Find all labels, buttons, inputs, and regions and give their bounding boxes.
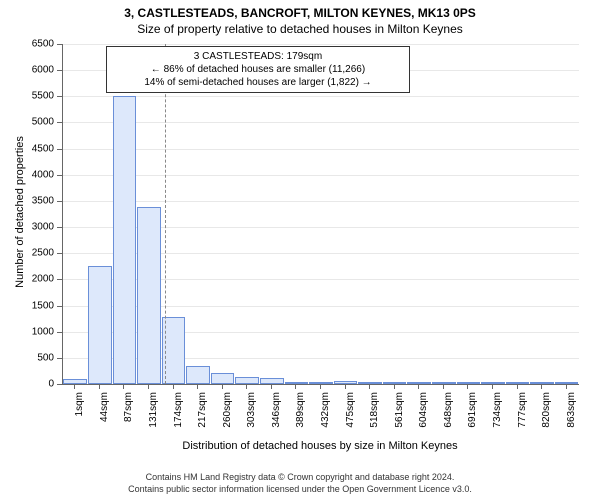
- xtick-label: 217sqm: [197, 392, 208, 440]
- xtick-label: 87sqm: [123, 392, 134, 440]
- histogram-bar: [88, 266, 112, 384]
- histogram-bar: [211, 373, 235, 384]
- xtick-label: 260sqm: [222, 392, 233, 440]
- gridline: [63, 201, 579, 202]
- footer-line1: Contains HM Land Registry data © Crown c…: [0, 472, 600, 484]
- ytick-mark: [57, 70, 62, 71]
- ytick-label: 3000: [0, 222, 54, 233]
- xtick-mark: [394, 384, 395, 389]
- ytick-mark: [57, 44, 62, 45]
- xtick-label: 691sqm: [467, 392, 478, 440]
- footer-line2: Contains public sector information licen…: [0, 484, 600, 496]
- ytick-label: 4000: [0, 169, 54, 180]
- ytick-label: 5500: [0, 91, 54, 102]
- xtick-label: 303sqm: [246, 392, 257, 440]
- xtick-mark: [271, 384, 272, 389]
- ytick-label: 1000: [0, 326, 54, 337]
- xtick-label: 820sqm: [541, 392, 552, 440]
- xtick-mark: [467, 384, 468, 389]
- xtick-mark: [197, 384, 198, 389]
- xtick-mark: [295, 384, 296, 389]
- ytick-mark: [57, 332, 62, 333]
- gridline: [63, 149, 579, 150]
- chart-title-main: 3, CASTLESTEADS, BANCROFT, MILTON KEYNES…: [0, 0, 600, 20]
- xtick-label: 475sqm: [345, 392, 356, 440]
- ytick-mark: [57, 96, 62, 97]
- xtick-label: 734sqm: [492, 392, 503, 440]
- xtick-mark: [345, 384, 346, 389]
- xtick-mark: [541, 384, 542, 389]
- xtick-mark: [517, 384, 518, 389]
- ytick-mark: [57, 306, 62, 307]
- xtick-mark: [566, 384, 567, 389]
- xtick-mark: [492, 384, 493, 389]
- xtick-label: 648sqm: [443, 392, 454, 440]
- ytick-mark: [57, 201, 62, 202]
- histogram-bar: [113, 96, 137, 384]
- gridline: [63, 122, 579, 123]
- ytick-mark: [57, 279, 62, 280]
- xtick-mark: [246, 384, 247, 389]
- ytick-mark: [57, 384, 62, 385]
- ytick-label: 3500: [0, 195, 54, 206]
- ytick-label: 5000: [0, 117, 54, 128]
- xtick-mark: [443, 384, 444, 389]
- xtick-mark: [222, 384, 223, 389]
- footer-text: Contains HM Land Registry data © Crown c…: [0, 472, 600, 495]
- ytick-mark: [57, 227, 62, 228]
- ytick-label: 500: [0, 352, 54, 363]
- gridline: [63, 175, 579, 176]
- xtick-label: 389sqm: [295, 392, 306, 440]
- xtick-label: 863sqm: [566, 392, 577, 440]
- chart-container: 3, CASTLESTEADS, BANCROFT, MILTON KEYNES…: [0, 0, 600, 500]
- ytick-label: 6000: [0, 65, 54, 76]
- chart-title-sub: Size of property relative to detached ho…: [0, 20, 600, 36]
- xtick-label: 1sqm: [74, 392, 85, 440]
- xtick-label: 777sqm: [517, 392, 528, 440]
- xtick-mark: [369, 384, 370, 389]
- xtick-mark: [148, 384, 149, 389]
- ytick-mark: [57, 149, 62, 150]
- xtick-mark: [320, 384, 321, 389]
- annotation-line1: 3 CASTLESTEADS: 179sqm: [113, 50, 403, 63]
- annotation-line2: ← 86% of detached houses are smaller (11…: [113, 63, 403, 76]
- xtick-label: 432sqm: [320, 392, 331, 440]
- xtick-mark: [99, 384, 100, 389]
- xtick-mark: [173, 384, 174, 389]
- histogram-bar: [260, 378, 284, 384]
- xtick-mark: [123, 384, 124, 389]
- ytick-mark: [57, 175, 62, 176]
- plot-area: [62, 44, 579, 385]
- ytick-mark: [57, 253, 62, 254]
- histogram-bar: [137, 207, 161, 384]
- ytick-label: 6500: [0, 39, 54, 50]
- xtick-label: 561sqm: [394, 392, 405, 440]
- xtick-label: 44sqm: [99, 392, 110, 440]
- xtick-label: 174sqm: [173, 392, 184, 440]
- histogram-bar: [186, 366, 210, 384]
- histogram-bar: [235, 377, 259, 384]
- ytick-label: 4500: [0, 143, 54, 154]
- ytick-label: 2500: [0, 248, 54, 259]
- annotation-box: 3 CASTLESTEADS: 179sqm ← 86% of detached…: [106, 46, 410, 93]
- x-axis-label: Distribution of detached houses by size …: [62, 440, 578, 452]
- ytick-label: 2000: [0, 274, 54, 285]
- ytick-mark: [57, 358, 62, 359]
- xtick-label: 346sqm: [271, 392, 282, 440]
- gridline: [63, 44, 579, 45]
- ytick-mark: [57, 122, 62, 123]
- histogram-bar: [432, 382, 456, 384]
- xtick-label: 131sqm: [148, 392, 159, 440]
- ytick-label: 0: [0, 379, 54, 390]
- gridline: [63, 96, 579, 97]
- xtick-label: 604sqm: [418, 392, 429, 440]
- xtick-label: 518sqm: [369, 392, 380, 440]
- annotation-line3: 14% of semi-detached houses are larger (…: [113, 76, 403, 89]
- ytick-label: 1500: [0, 300, 54, 311]
- xtick-mark: [74, 384, 75, 389]
- xtick-mark: [418, 384, 419, 389]
- highlight-vline: [165, 44, 166, 384]
